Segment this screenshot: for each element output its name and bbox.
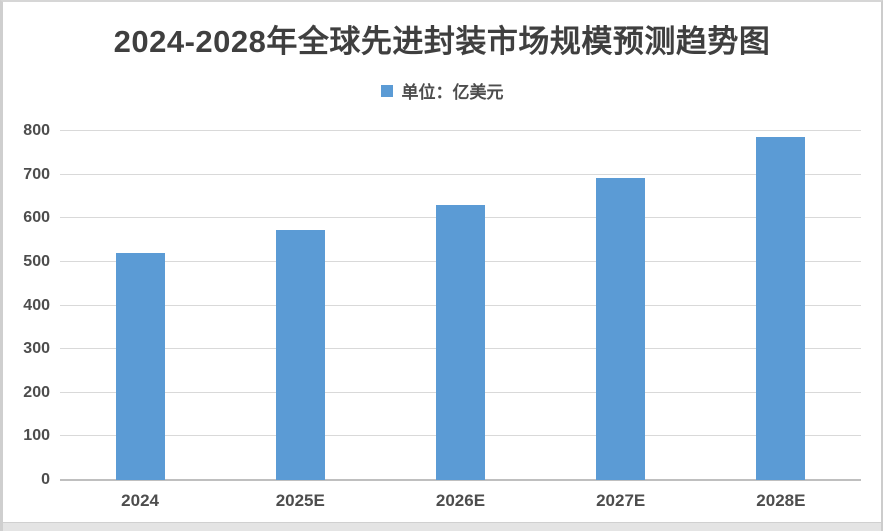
legend: 单位：亿美元 xyxy=(3,78,881,103)
chart-title: 2024-2028年全球先进封装市场规模预测趋势图 xyxy=(113,24,771,59)
bar-2027E xyxy=(596,178,646,480)
x-tick-label: 2024 xyxy=(121,491,159,510)
legend-label: 单位：亿美元 xyxy=(401,83,504,102)
gridline xyxy=(60,130,861,131)
y-tick-label: 800 xyxy=(23,122,50,139)
y-tick-label: 700 xyxy=(23,165,50,183)
gridline xyxy=(60,173,861,175)
y-tick-label: 600 xyxy=(23,209,50,227)
y-tick-label: 500 xyxy=(23,252,50,270)
x-tick-label: 2028E xyxy=(756,491,806,510)
x-tick-label: 2027E xyxy=(596,491,646,510)
bar-2025E xyxy=(275,230,325,480)
x-tick-label: 2026E xyxy=(435,491,486,510)
bar-2026E xyxy=(436,205,485,480)
bottom-border xyxy=(3,522,881,531)
legend-swatch-icon xyxy=(380,84,393,97)
y-tick-label: 200 xyxy=(23,383,50,401)
plot-area xyxy=(60,130,861,481)
x-tick-label: 2025E xyxy=(275,491,325,510)
y-tick-label: 0 xyxy=(41,471,50,488)
bar-2028E xyxy=(756,136,806,480)
x-axis-line xyxy=(60,479,861,481)
y-tick-label: 400 xyxy=(23,296,50,314)
y-tick-label: 100 xyxy=(23,427,50,445)
y-tick-label: 300 xyxy=(23,340,50,358)
bar-2024 xyxy=(115,253,165,480)
